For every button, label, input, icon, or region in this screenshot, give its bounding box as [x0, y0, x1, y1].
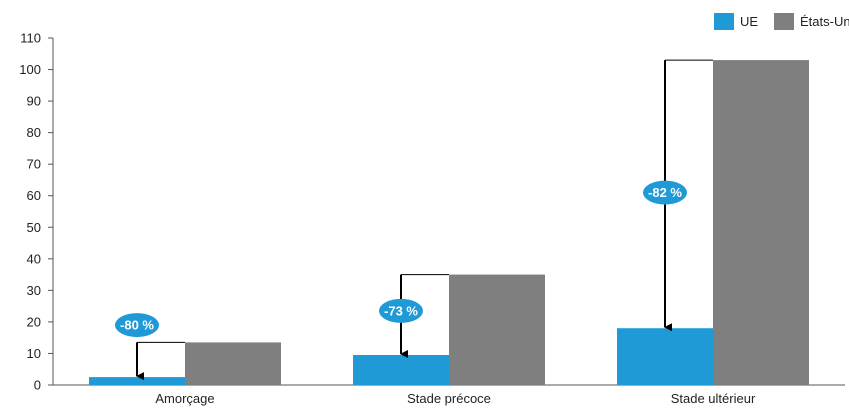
x-category-label: Stade ultérieur	[671, 391, 756, 406]
y-tick-label: 0	[34, 378, 41, 393]
y-tick-label: 20	[27, 314, 41, 329]
legend-swatch-ue	[714, 13, 734, 30]
percent-badge	[115, 313, 159, 338]
percent-badge	[379, 298, 423, 323]
legend-swatch-etats-unis	[774, 13, 794, 30]
percent-badge-label: -80 %	[120, 318, 154, 333]
chart-legend: UE États-Un	[714, 13, 849, 30]
percent-badge	[643, 180, 687, 205]
bar-ue	[89, 377, 185, 385]
bar-etats-unis	[713, 60, 809, 385]
y-tick-label: 100	[19, 62, 41, 77]
percent-badge-label: -73 %	[384, 303, 418, 318]
legend-label-etats-unis: États-Un	[800, 14, 849, 29]
y-tick-label: 90	[27, 94, 41, 109]
chart-bars	[89, 60, 809, 385]
x-category-label: Stade précoce	[407, 391, 491, 406]
y-tick-label: 40	[27, 251, 41, 266]
bar-etats-unis	[449, 274, 545, 385]
y-tick-label: 110	[20, 31, 41, 46]
y-tick-label: 50	[27, 220, 41, 235]
bar-ue	[617, 328, 713, 385]
x-category-label: Amorçage	[155, 391, 214, 406]
legend-label-ue: UE	[740, 14, 758, 29]
y-tick-label: 70	[27, 157, 41, 172]
y-tick-label: 10	[27, 346, 41, 361]
chart-annotations: -80 % -73 % -82 %	[115, 59, 713, 381]
y-tick-label: 30	[27, 283, 41, 298]
percent-badge-label: -82 %	[648, 185, 682, 200]
bar-etats-unis	[185, 342, 281, 385]
y-tick-label: 60	[27, 188, 41, 203]
y-tick-label: 80	[27, 125, 41, 140]
bar-ue	[353, 355, 449, 385]
